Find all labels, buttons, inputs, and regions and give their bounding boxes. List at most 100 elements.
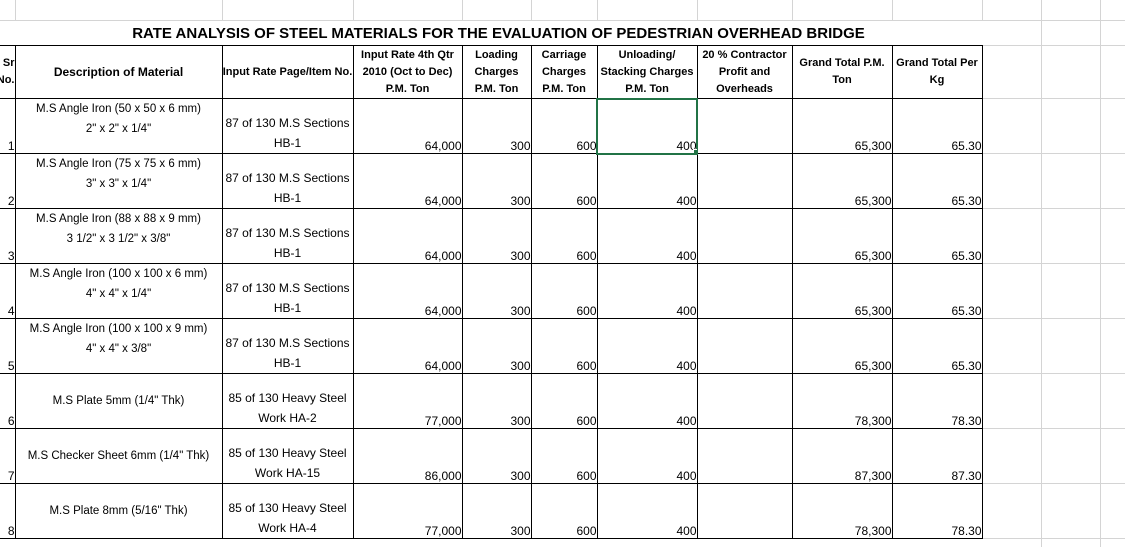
- cell-contractor[interactable]: [696, 318, 793, 374]
- cell-contractor[interactable]: [696, 98, 793, 154]
- cell-sr[interactable]: 7: [0, 428, 16, 484]
- spreadsheet-grid[interactable]: RATE ANALYSIS OF STEEL MATERIALS FOR THE…: [0, 0, 983, 539]
- cell-loading[interactable]: 300: [461, 428, 532, 484]
- cell-grand-total-kg[interactable]: 65.30: [891, 208, 983, 264]
- cell-grand-total-kg[interactable]: 65.30: [891, 98, 983, 154]
- cell-grand-total-ton[interactable]: 65,300: [791, 208, 893, 264]
- cell-page-item[interactable]: 87 of 130 M.S Sections HB-1: [221, 263, 354, 319]
- cell-unloading[interactable]: 400: [596, 373, 698, 429]
- cell-grand-total-ton[interactable]: 87,300: [791, 428, 893, 484]
- cell-grand-total-kg[interactable]: 65.30: [891, 153, 983, 209]
- cell-loading[interactable]: 300: [461, 483, 532, 539]
- cell-carriage[interactable]: 600: [530, 263, 598, 319]
- cell-loading[interactable]: 300: [461, 153, 532, 209]
- cell-unloading[interactable]: 400: [596, 153, 698, 209]
- cell-input-rate[interactable]: 64,000: [352, 318, 463, 374]
- header-loading[interactable]: Loading Charges P.M. Ton: [461, 45, 532, 99]
- cell-page-item[interactable]: 87 of 130 M.S Sections HB-1: [221, 208, 354, 264]
- cell-description[interactable]: M.S Plate 8mm (5/16" Thk): [14, 483, 223, 539]
- cell-unloading[interactable]: 400: [596, 483, 698, 539]
- cell-description[interactable]: M.S Plate 5mm (1/4" Thk): [14, 373, 223, 429]
- cell-grand-total-ton[interactable]: 65,300: [791, 98, 893, 154]
- cell-carriage[interactable]: 600: [530, 373, 598, 429]
- cell-contractor[interactable]: [696, 483, 793, 539]
- cell-carriage[interactable]: 600: [530, 318, 598, 374]
- cell-grand-total-kg[interactable]: 78.30: [891, 483, 983, 539]
- header-carriage[interactable]: Carriage Charges P.M. Ton: [530, 45, 598, 99]
- cell-grand-total-ton[interactable]: 78,300: [791, 373, 893, 429]
- header-input-rate[interactable]: Input Rate 4th Qtr 2010 (Oct to Dec) P.M…: [352, 45, 463, 99]
- cell-grand-total-kg[interactable]: 87.30: [891, 428, 983, 484]
- cell[interactable]: [0, 0, 16, 21]
- cell-grand-total-ton[interactable]: 78,300: [791, 483, 893, 539]
- header-contractor[interactable]: 20 % Contractor Profit and Overheads: [696, 45, 793, 99]
- cell-description[interactable]: M.S Angle Iron (100 x 100 x 6 mm) 4" x 4"…: [14, 263, 223, 319]
- cell-unloading[interactable]: 400: [596, 208, 698, 264]
- cell-contractor[interactable]: [696, 153, 793, 209]
- cell[interactable]: [353, 0, 463, 21]
- cell-input-rate[interactable]: 64,000: [352, 153, 463, 209]
- cell-carriage[interactable]: 600: [530, 153, 598, 209]
- cell-loading[interactable]: 300: [461, 373, 532, 429]
- cell-page-item[interactable]: 85 of 130 Heavy Steel Work HA-15: [221, 428, 354, 484]
- cell-loading[interactable]: 300: [461, 98, 532, 154]
- cell-sr[interactable]: 3: [0, 208, 16, 264]
- cell-page-item[interactable]: 87 of 130 M.S Sections HB-1: [221, 318, 354, 374]
- cell[interactable]: [892, 0, 983, 21]
- header-unloading[interactable]: Unloading/ Stacking Charges P.M. Ton: [596, 45, 698, 99]
- cell[interactable]: [531, 0, 598, 21]
- cell-grand-total-kg[interactable]: 65.30: [891, 263, 983, 319]
- cell-unloading[interactable]: 400: [596, 318, 698, 374]
- cell-input-rate[interactable]: 64,000: [352, 208, 463, 264]
- cell-unloading[interactable]: 400: [596, 97, 698, 155]
- cell-contractor[interactable]: [696, 208, 793, 264]
- cell-sr[interactable]: 5: [0, 318, 16, 374]
- cell-description[interactable]: M.S Angle Iron (88 x 88 x 9 mm) 3 1/2" x …: [14, 208, 223, 264]
- fill-handle[interactable]: [692, 149, 696, 153]
- cell-sr[interactable]: 2: [0, 153, 16, 209]
- cell-page-item[interactable]: 85 of 130 Heavy Steel Work HA-2: [221, 373, 354, 429]
- cell-input-rate[interactable]: 64,000: [352, 263, 463, 319]
- cell-input-rate[interactable]: 86,000: [352, 428, 463, 484]
- cell-unloading[interactable]: 400: [596, 428, 698, 484]
- cell-sr[interactable]: 6: [0, 373, 16, 429]
- header-sr[interactable]: Sr No.: [0, 45, 16, 99]
- cell[interactable]: [222, 0, 354, 21]
- cell-sr[interactable]: 1: [0, 98, 16, 154]
- header-grand-total-kg[interactable]: Grand Total Per Kg: [891, 45, 983, 99]
- cell-description[interactable]: M.S Angle Iron (50 x 50 x 6 mm) 2" x 2" x…: [14, 98, 223, 154]
- cell-description[interactable]: M.S Angle Iron (100 x 100 x 9 mm) 4" x 4"…: [14, 318, 223, 374]
- cell-page-item[interactable]: 87 of 130 M.S Sections HB-1: [221, 153, 354, 209]
- header-description[interactable]: Description of Material: [14, 45, 223, 99]
- cell-page-item[interactable]: 85 of 130 Heavy Steel Work HA-4: [221, 483, 354, 539]
- cell-sr[interactable]: 8: [0, 483, 16, 539]
- cell-contractor[interactable]: [696, 263, 793, 319]
- cell-loading[interactable]: 300: [461, 263, 532, 319]
- sheet-title[interactable]: RATE ANALYSIS OF STEEL MATERIALS FOR THE…: [132, 24, 865, 42]
- cell-loading[interactable]: 300: [461, 318, 532, 374]
- header-page-item[interactable]: Input Rate Page/Item No.: [221, 45, 354, 99]
- cell-grand-total-kg[interactable]: 65.30: [891, 318, 983, 374]
- cell-input-rate[interactable]: 77,000: [352, 483, 463, 539]
- cell-carriage[interactable]: 600: [530, 483, 598, 539]
- cell[interactable]: [792, 0, 893, 21]
- cell-grand-total-ton[interactable]: 65,300: [791, 263, 893, 319]
- cell-grand-total-kg[interactable]: 78.30: [891, 373, 983, 429]
- cell-sr[interactable]: 4: [0, 263, 16, 319]
- cell-input-rate[interactable]: 64,000: [352, 98, 463, 154]
- cell-grand-total-ton[interactable]: 65,300: [791, 153, 893, 209]
- cell-unloading[interactable]: 400: [596, 263, 698, 319]
- cell[interactable]: [597, 0, 698, 21]
- cell-page-item[interactable]: 87 of 130 M.S Sections HB-1: [221, 98, 354, 154]
- header-grand-total-ton[interactable]: Grand Total P.M. Ton: [791, 45, 893, 99]
- cell-carriage[interactable]: 600: [530, 428, 598, 484]
- cell-contractor[interactable]: [696, 373, 793, 429]
- cell-carriage[interactable]: 600: [530, 98, 598, 154]
- cell[interactable]: [697, 0, 793, 21]
- cell-loading[interactable]: 300: [461, 208, 532, 264]
- cell[interactable]: [15, 0, 223, 21]
- cell-contractor[interactable]: [696, 428, 793, 484]
- cell[interactable]: [462, 0, 532, 21]
- cell-carriage[interactable]: 600: [530, 208, 598, 264]
- cell-grand-total-ton[interactable]: 65,300: [791, 318, 893, 374]
